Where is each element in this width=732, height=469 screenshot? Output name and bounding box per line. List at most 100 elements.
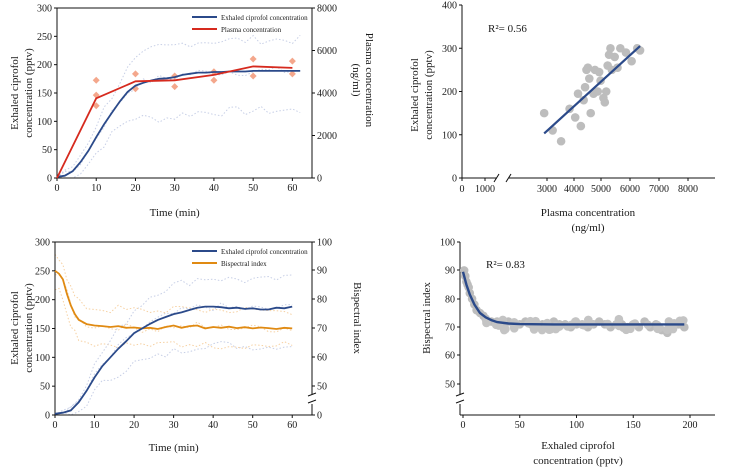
x-tick-label: 3000	[537, 184, 557, 195]
y2-tick-label: 70	[317, 324, 327, 335]
regression-line	[543, 45, 641, 135]
x-tick-label: 0	[53, 420, 58, 431]
x-tick-label: 40	[208, 420, 218, 431]
y-axis-label-line1: Exhaled ciprofol	[9, 56, 21, 130]
exhaled-series-line	[56, 70, 301, 178]
x-tick-label: 4000	[564, 184, 584, 195]
y-tick-label: 100	[440, 238, 455, 249]
y2-tick-label: 100	[317, 238, 332, 249]
plasma-marker	[288, 57, 296, 65]
y2-tick-label: 0	[317, 174, 322, 185]
axis-break-mark	[493, 173, 500, 183]
plasma-series-line	[56, 65, 293, 179]
replicate-trace	[56, 34, 301, 178]
y-tick-label: 70	[445, 323, 455, 334]
scatter-point	[601, 87, 611, 96]
scatter-point	[614, 314, 624, 324]
scatter-point	[580, 82, 590, 92]
y-tick-label: 80	[445, 295, 455, 306]
y-tick-label: 300	[442, 44, 457, 55]
y-tick-label: 200	[442, 87, 457, 98]
replicate-trace	[54, 274, 293, 333]
x-tick-label: 200	[683, 420, 698, 431]
r-squared-annotation: R²= 0.56	[488, 23, 527, 35]
legend-label-exhaled: Exhaled ciprofol concentration	[221, 14, 308, 22]
x-tick-label: 0	[461, 420, 466, 431]
y-axis-label-line2: concentration (pptv)	[23, 48, 35, 138]
y2-tick-label: 90	[317, 266, 327, 277]
x-tick-label: 10	[91, 183, 101, 194]
y-tick-label: 300	[37, 4, 52, 15]
y2-axis-label-line2: (ng/ml)	[350, 64, 362, 97]
x-axis-label-units: (ng/ml)	[572, 222, 605, 234]
scatter-point	[585, 74, 594, 83]
y-tick-label: 100	[37, 117, 52, 128]
x-tick-label: 10	[90, 420, 100, 431]
scatter-point	[619, 323, 628, 333]
y-tick-label: 100	[35, 353, 50, 364]
bis-series-line	[54, 270, 293, 330]
y2-axis-label: Bispectral index	[351, 282, 363, 354]
scatter-point	[544, 325, 554, 335]
y2-tick-label: 4000	[317, 89, 337, 100]
axis-break-mark	[505, 173, 512, 183]
y2-tick-label: 60	[317, 353, 327, 364]
x-axis-label: Plasma concentration	[541, 207, 636, 219]
y2-tick-label: 8000	[317, 4, 337, 15]
plasma-marker	[131, 70, 139, 78]
scatter-point	[621, 48, 631, 57]
x-tick-label: 0	[55, 183, 60, 194]
y-axis-label-line2: concentration (pptv)	[423, 50, 435, 140]
x-tick-label: 100	[569, 420, 584, 431]
y2-tick-label: 2000	[317, 131, 337, 142]
scatter-point	[627, 56, 636, 66]
x-tick-label: 8000	[678, 184, 698, 195]
scatter-point	[570, 113, 580, 122]
scatter-point	[593, 87, 603, 96]
scatter-point	[610, 52, 619, 62]
r-squared-annotation: R²= 0.83	[486, 259, 525, 271]
y-tick-label: 50	[42, 145, 52, 156]
scatter-point	[556, 136, 566, 146]
y-tick-label: 90	[445, 266, 455, 277]
plasma-marker	[210, 76, 218, 84]
x-tick-label: 50	[515, 420, 525, 431]
scatter-point	[586, 108, 596, 118]
exhaled-series-line	[54, 305, 293, 415]
panel-bottom-left: 0 10 20 30 40 50 60 0 50 100 150 200 250 300 0 50 60 70 80…	[9, 238, 363, 455]
scatter-point	[600, 98, 610, 107]
y-tick-label: 250	[35, 266, 50, 277]
x-tick-label: 60	[287, 420, 297, 431]
y2-tick-label: 6000	[317, 46, 337, 57]
x-tick-label: 50	[248, 420, 258, 431]
panel-bottom-right: 50 60 70 80 90 100 0 50 100 150 200 R²= 0.83 Exhaled…	[421, 238, 715, 467]
scatter-point	[678, 316, 688, 325]
scatter-point	[594, 67, 604, 77]
y-tick-label: 0	[45, 411, 50, 422]
axis-break-mark	[307, 399, 317, 404]
x-tick-label: 20	[129, 420, 139, 431]
x-tick-label: 5000	[591, 184, 611, 195]
scatter-point	[583, 63, 593, 73]
y-tick-label: 50	[445, 380, 455, 391]
replicate-trace	[56, 66, 301, 179]
y-tick-label: 200	[35, 295, 50, 306]
plasma-marker	[92, 76, 100, 84]
scatter-point	[606, 43, 615, 53]
replicate-trace	[54, 302, 293, 416]
scatter-point	[509, 324, 519, 333]
x-tick-label: 1000	[475, 184, 495, 195]
y2-tick-label: 50	[317, 382, 327, 393]
scatter-point	[537, 325, 547, 335]
axis-break-mark	[455, 392, 465, 397]
scatter-point	[573, 89, 583, 98]
replicate-trace	[54, 287, 293, 350]
x-tick-label: 0	[460, 184, 465, 195]
x-tick-label: 60	[287, 183, 297, 194]
x-tick-label: 6000	[620, 184, 640, 195]
replicate-trace	[54, 341, 293, 416]
x-tick-label: 30	[169, 420, 179, 431]
y-tick-label: 60	[445, 351, 455, 362]
panel-top-left: 0 10 20 30 40 50 60 0 50 100 150 200 250 300 0 2000 4000…	[9, 4, 375, 220]
